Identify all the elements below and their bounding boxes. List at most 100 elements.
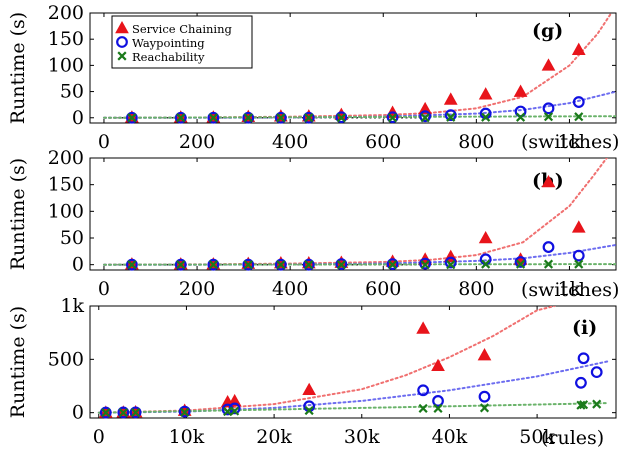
panel-i-point-waypointing bbox=[178, 405, 191, 418]
panel-g-point-service-chaining bbox=[443, 92, 458, 105]
panel-i-point-service-chaining bbox=[431, 358, 445, 372]
panel-h-point-reachability bbox=[336, 260, 346, 270]
panel-i-xunit: (rules) bbox=[541, 427, 604, 449]
legend-marker-waypointing bbox=[116, 36, 128, 48]
panel-i-frame bbox=[89, 305, 617, 419]
panel-h-point-waypointing bbox=[335, 258, 348, 271]
panel-h-xunit: (switches) bbox=[521, 279, 619, 301]
panel-g-point-waypointing bbox=[274, 111, 287, 124]
panel-h-point-waypointing bbox=[572, 249, 585, 262]
panel-h-point-service-chaining bbox=[541, 174, 556, 188]
panel-h-point-reachability bbox=[481, 259, 491, 269]
panel-i-ytick-label: 0 bbox=[72, 402, 84, 424]
panel-g-xtick-label: 1k bbox=[558, 131, 582, 153]
panel-h-point-waypointing bbox=[242, 258, 255, 271]
panel-g-point-reachability bbox=[420, 113, 430, 123]
legend: Service Chaining Waypointing Reachabilit… bbox=[111, 15, 253, 69]
panel-h-point-service-chaining bbox=[571, 220, 586, 233]
panel-i-point-reachability bbox=[479, 403, 490, 413]
panel-g-point-service-chaining bbox=[478, 87, 493, 100]
panel-h-frame bbox=[89, 157, 617, 271]
panel-h-point-reachability bbox=[304, 260, 314, 270]
panel-i-point-service-chaining bbox=[477, 348, 492, 361]
panel-g-ytick-label: 150 bbox=[48, 28, 84, 50]
panel-g-point-waypointing bbox=[302, 111, 315, 124]
panel-g-point-service-chaining bbox=[571, 42, 586, 55]
panel-g-point-reachability bbox=[387, 113, 398, 123]
panel-i-point-waypointing bbox=[99, 406, 112, 419]
panel-h-point-reachability bbox=[446, 260, 456, 270]
panel-i-point-waypointing bbox=[478, 390, 491, 403]
legend-marker-service-chaining bbox=[115, 20, 129, 34]
panel-i-fit-reachability bbox=[97, 402, 609, 414]
panel-g-point-service-chaining bbox=[513, 84, 528, 97]
panel-h-ticks: 0 200 400 600 800 1k 0 50 100 150 200 bbox=[48, 147, 616, 300]
panel-h-ytick-label: 150 bbox=[48, 174, 84, 196]
panel-h-point-waypointing bbox=[207, 258, 220, 271]
panel-g-xtick-label: 600 bbox=[365, 131, 401, 153]
panel-i-point-reachability bbox=[230, 406, 240, 416]
panel-i-xtick-label: 40k bbox=[432, 426, 468, 448]
panel-g-point-waypointing bbox=[419, 110, 432, 123]
panel-h-xtick-label: 0 bbox=[98, 278, 110, 300]
panel-i-point-reachability bbox=[131, 407, 141, 418]
panel-g-marks bbox=[125, 42, 586, 124]
panel-i-ylabel: Runtime (s) bbox=[7, 306, 29, 418]
panel-g-point-waypointing bbox=[242, 111, 255, 124]
panel-h-point-reachability bbox=[543, 259, 554, 269]
panel-g-xtick-label: 800 bbox=[458, 131, 494, 153]
panel-g-ytick-label: 0 bbox=[72, 107, 84, 129]
panel-g-point-reachability bbox=[543, 112, 554, 122]
panel-g-point-waypointing bbox=[444, 109, 457, 122]
panel-h-xtick-label: 200 bbox=[179, 278, 215, 300]
panel-i-point-reachability bbox=[418, 403, 428, 413]
panel-i-ytick-label: 500 bbox=[48, 348, 84, 370]
panel-h-ytick-label: 0 bbox=[72, 254, 84, 276]
legend-entry-waypointing: Waypointing bbox=[132, 36, 205, 50]
panel-g-ylabel: Runtime (s) bbox=[7, 12, 29, 124]
panel-h-point-waypointing bbox=[444, 256, 457, 269]
panel-i-point-waypointing bbox=[590, 366, 603, 379]
panel-h-point-waypointing bbox=[386, 258, 399, 271]
panel-i-fit-lines bbox=[97, 306, 609, 414]
panel-i-tag: (i) bbox=[572, 317, 597, 339]
panel-i-point-reachability bbox=[433, 403, 443, 413]
panel-i-fit-service-chaining bbox=[97, 306, 556, 414]
panel-g-point-reachability bbox=[176, 113, 186, 123]
panel-g-point-reachability bbox=[515, 112, 526, 122]
panel-i-marks bbox=[98, 321, 603, 419]
panel-g-xtick-label: 0 bbox=[98, 131, 110, 153]
panel-i: Runtime (s) (i) (rules) 0 10k 20k 30k 40k 50k… bbox=[7, 295, 617, 449]
legend-entry-service-chaining: Service Chaining bbox=[132, 22, 232, 36]
panel-i-point-service-chaining bbox=[416, 321, 430, 334]
panel-g-ticks: 0 200 400 600 800 1k 0 50 100 150 200 bbox=[48, 2, 616, 153]
panel-g-frame bbox=[89, 12, 617, 124]
panel-i-point-reachability bbox=[578, 400, 589, 410]
panel-h-ytick-label: 200 bbox=[48, 147, 84, 169]
panel-g-point-reachability bbox=[243, 113, 253, 123]
panel-h-point-reachability bbox=[387, 260, 398, 270]
panel-h-point-waypointing bbox=[125, 258, 138, 271]
panel-h-point-reachability bbox=[574, 259, 584, 269]
panel-g-point-waypointing bbox=[125, 111, 138, 124]
panel-h-ylabel: Runtime (s) bbox=[7, 158, 29, 270]
panel-h-marks bbox=[125, 174, 586, 271]
panel-g-point-reachability bbox=[304, 113, 314, 123]
panel-i-point-reachability bbox=[118, 408, 128, 418]
panel-h-point-waypointing bbox=[419, 257, 432, 270]
panel-i-point-waypointing bbox=[577, 352, 590, 365]
panel-g-point-waypointing bbox=[335, 111, 348, 124]
panel-g-point-reachability bbox=[446, 112, 456, 122]
panel-g-ytick-label: 100 bbox=[48, 54, 84, 76]
panel-h-point-waypointing bbox=[174, 258, 187, 271]
panel-h-point-waypointing bbox=[302, 258, 315, 271]
panel-i-point-reachability bbox=[101, 408, 111, 418]
panel-h-point-waypointing bbox=[514, 256, 527, 268]
panel-g-xunit: (switches) bbox=[521, 131, 619, 153]
panel-h-point-reachability bbox=[276, 260, 286, 270]
panel-h-point-reachability bbox=[243, 260, 253, 270]
panel-h-point-service-chaining bbox=[478, 230, 493, 244]
panel-h: Runtime (s) (h) (switches) 0200400600800… bbox=[7, 147, 619, 301]
panel-g-point-reachability bbox=[481, 112, 491, 122]
